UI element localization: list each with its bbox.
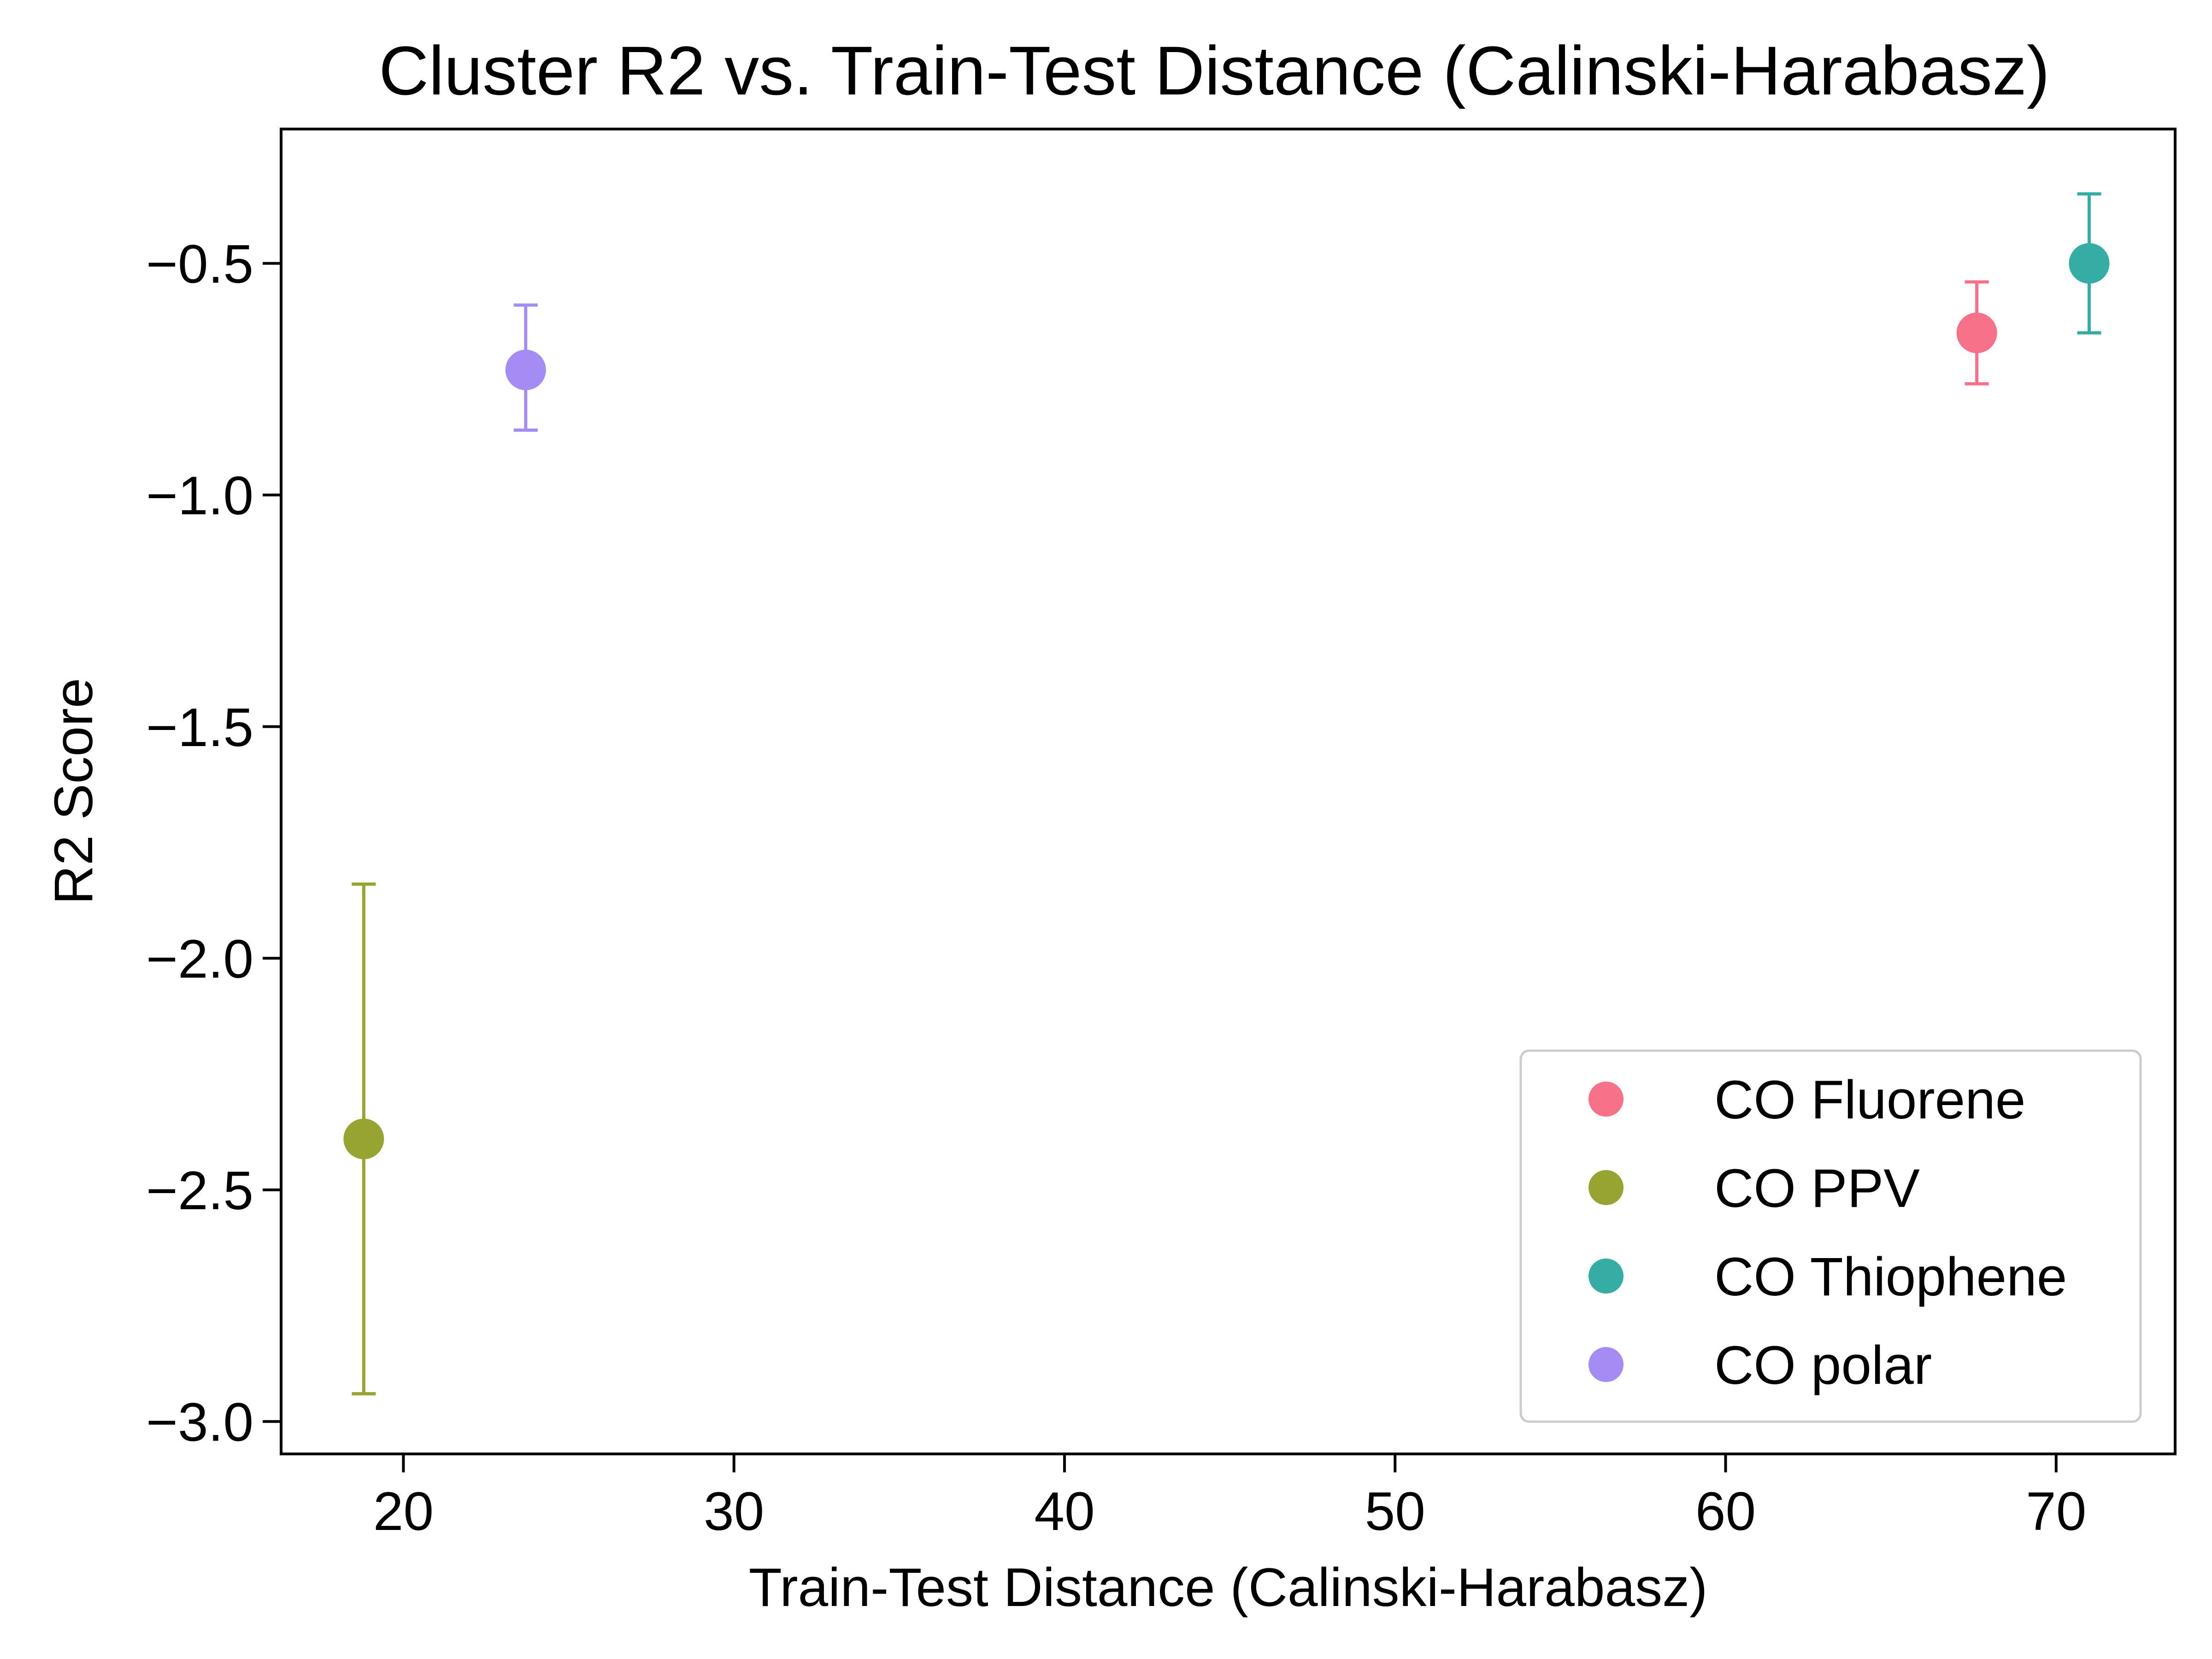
y-tick-label: −2.5 (146, 1160, 253, 1221)
legend-marker (1588, 1347, 1624, 1382)
data-point (343, 1118, 384, 1159)
x-tick-label: 30 (704, 1481, 764, 1542)
x-tick-label: 20 (373, 1481, 434, 1542)
plot-frame (280, 128, 2177, 1455)
data-point (2069, 243, 2110, 284)
legend-label: CO Thiophene (1714, 1247, 2067, 1307)
legend-marker (1588, 1170, 1624, 1205)
x-tick-label: 70 (2026, 1481, 2086, 1542)
legend-items: CO Fluorene CO PPV CO Thiophene CO polar (1588, 1070, 2067, 1396)
legend-label: CO Fluorene (1714, 1070, 2026, 1130)
y-axis: −3.0 −2.5 −2.0 −1.5 −1.0 −0.5 (146, 234, 281, 1453)
data-point (1956, 312, 1997, 353)
legend-label: CO polar (1714, 1335, 1932, 1396)
legend-label: CO PPV (1714, 1158, 1920, 1219)
x-tick-label: 60 (1695, 1481, 1756, 1542)
x-axis-label: Train-Test Distance (Calinski-Harabasz) (749, 1557, 1708, 1618)
y-tick-label: −1.5 (146, 697, 253, 758)
chart-title: Cluster R2 vs. Train-Test Distance (Cali… (379, 32, 2050, 109)
legend-marker (1588, 1082, 1624, 1117)
data-marks (343, 192, 2110, 1395)
x-axis: 20 30 40 50 60 70 (373, 1454, 2086, 1542)
y-tick-label: −3.0 (146, 1392, 253, 1453)
x-tick-label: 50 (1365, 1481, 1425, 1542)
legend-marker (1588, 1259, 1624, 1294)
legend: CO Fluorene CO PPV CO Thiophene CO polar (1519, 1049, 2142, 1423)
y-tick-label: −2.0 (146, 929, 253, 989)
y-tick-label: −0.5 (146, 234, 253, 295)
plot-area (280, 128, 2177, 1455)
data-point (505, 349, 546, 390)
y-tick-label: −1.0 (146, 465, 253, 526)
legend-frame (1519, 1049, 2142, 1423)
x-tick-label: 40 (1034, 1481, 1094, 1542)
y-axis-label: R2 Score (43, 678, 104, 905)
